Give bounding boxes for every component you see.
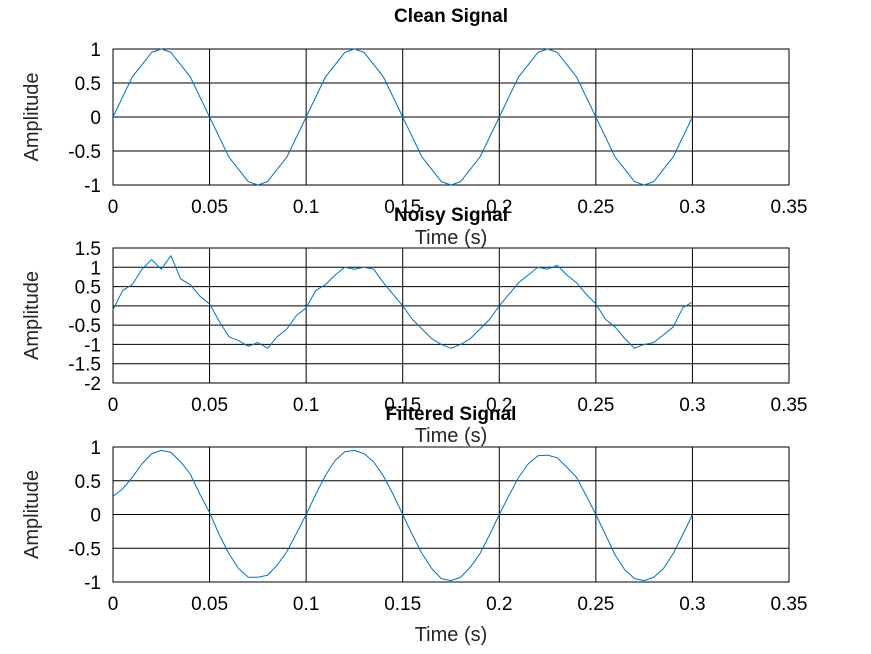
x-tick-label: 0.2	[486, 594, 512, 615]
y-tick-label: 0.5	[75, 278, 101, 299]
series-line	[112, 449, 693, 582]
subplot-filtered-signal: Amplitude Time (s) 0 0.05 0.1 0.15 0.2 0.25 0.…	[21, 404, 807, 646]
y-tick-label: 0	[90, 108, 101, 129]
y-tick-label: -1	[84, 335, 101, 356]
x-tick-label: 0.35	[771, 594, 808, 615]
x-tick-label: 0.15	[384, 197, 421, 218]
x-tick-label: 0.15	[384, 594, 421, 615]
x-tick-label: 0.35	[771, 395, 808, 416]
x-tick-label: 0.05	[191, 395, 228, 416]
y-axis-label: Amplitude	[21, 73, 43, 162]
y-tick-label: -0.5	[68, 316, 101, 337]
y-tick-label: 0.5	[75, 472, 101, 493]
chart-title: Noisy Signal	[394, 205, 508, 226]
chart-title: Filtered Signal	[386, 404, 517, 425]
x-tick-label: 0.1	[293, 197, 319, 218]
x-tick-label: 0.1	[293, 395, 319, 416]
x-tick-label: 0	[108, 594, 119, 615]
x-tick-label: 0.3	[679, 594, 705, 615]
x-tick-label: 0.05	[191, 594, 228, 615]
x-tick-label: 0.25	[577, 594, 614, 615]
x-tick-label: 0.2	[486, 395, 512, 416]
x-tick-label: 0.15	[384, 395, 421, 416]
y-tick-label: 1.5	[75, 239, 101, 260]
y-axis-label: Amplitude	[21, 271, 43, 360]
subplot-clean-signal: Amplitude Time (s) 0 0.05 0.1 0.15 0.2 0.25 0.…	[21, 6, 807, 249]
x-tick-label: 0	[108, 197, 119, 218]
y-tick-label: -2	[84, 374, 101, 395]
y-tick-label: -1.5	[68, 355, 101, 376]
x-tick-label: 0.25	[577, 395, 614, 416]
y-axis-label: Amplitude	[21, 470, 43, 559]
x-tick-label: 0.3	[679, 197, 705, 218]
y-tick-label: -1	[84, 176, 101, 197]
x-axis-label: Time (s)	[415, 227, 488, 249]
plot-area-frame	[112, 446, 790, 583]
series-line	[112, 48, 693, 186]
x-tick-label: 0.25	[577, 197, 614, 218]
x-tick-label: 0.35	[771, 197, 808, 218]
x-tick-label: 0	[108, 395, 119, 416]
y-tick-label: 1	[90, 40, 101, 61]
y-tick-label: 0.5	[75, 74, 101, 95]
subplot-noisy-signal: Amplitude Time (s) 0 0.05 0.1 0.15 0.2 0.25 0.…	[21, 205, 807, 447]
y-tick-label: 1	[90, 258, 101, 279]
plot-area-frame	[112, 247, 790, 384]
y-tick-label: -1	[84, 573, 101, 594]
y-tick-label: -0.5	[68, 539, 101, 560]
x-axis-label: Time (s)	[415, 425, 488, 447]
chart-title: Clean Signal	[394, 6, 508, 27]
y-tick-label: 1	[90, 438, 101, 459]
y-tick-label: 0	[90, 506, 101, 527]
x-axis-label: Time (s)	[415, 624, 488, 646]
x-tick-label: 0.3	[679, 395, 705, 416]
series-line	[112, 255, 693, 349]
y-tick-label: 0	[90, 297, 101, 318]
x-tick-label: 0.05	[191, 197, 228, 218]
y-tick-label: -0.5	[68, 142, 101, 163]
x-tick-label: 0.1	[293, 594, 319, 615]
x-tick-label: 0.2	[486, 197, 512, 218]
